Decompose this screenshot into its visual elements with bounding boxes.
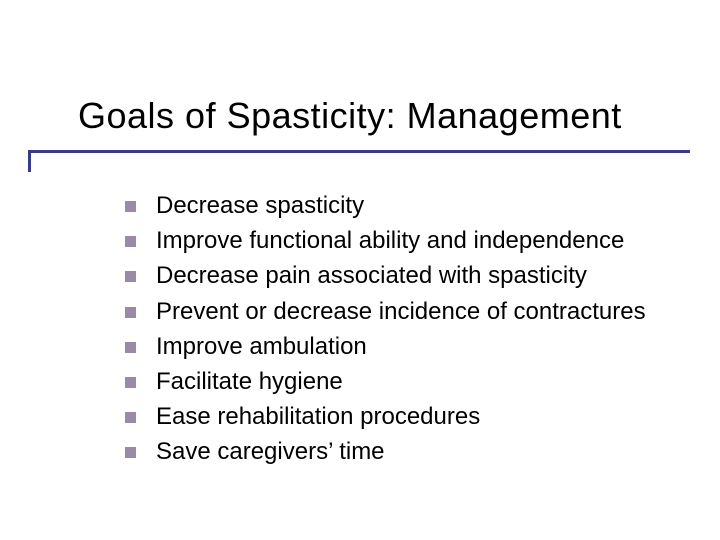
- title-underline-tick: [28, 150, 31, 172]
- list-item: Improve functional ability and independe…: [125, 225, 680, 256]
- title-underline: [28, 150, 690, 153]
- list-item: Save caregivers’ time: [125, 436, 680, 467]
- list-item: Prevent or decrease incidence of contrac…: [125, 296, 680, 327]
- square-bullet-icon: [125, 307, 136, 318]
- square-bullet-icon: [125, 201, 136, 212]
- list-item: Facilitate hygiene: [125, 366, 680, 397]
- slide: Goals of Spasticity: Management Decrease…: [0, 0, 720, 540]
- list-item-text: Ease rehabilitation procedures: [156, 401, 480, 432]
- square-bullet-icon: [125, 342, 136, 353]
- square-bullet-icon: [125, 271, 136, 282]
- slide-title: Goals of Spasticity: Management: [78, 96, 690, 146]
- list-item: Decrease pain associated with spasticity: [125, 260, 680, 291]
- list-item-text: Decrease pain associated with spasticity: [156, 260, 587, 291]
- list-item: Improve ambulation: [125, 331, 680, 362]
- list-item: Decrease spasticity: [125, 190, 680, 221]
- square-bullet-icon: [125, 236, 136, 247]
- list-item-text: Prevent or decrease incidence of contrac…: [156, 296, 646, 327]
- list-item-text: Improve functional ability and independe…: [156, 225, 624, 256]
- list-item-text: Save caregivers’ time: [156, 436, 385, 467]
- square-bullet-icon: [125, 377, 136, 388]
- list-item-text: Improve ambulation: [156, 331, 367, 362]
- list-item-text: Facilitate hygiene: [156, 366, 343, 397]
- square-bullet-icon: [125, 412, 136, 423]
- title-region: Goals of Spasticity: Management: [78, 96, 690, 146]
- list-item-text: Decrease spasticity: [156, 190, 364, 221]
- square-bullet-icon: [125, 447, 136, 458]
- list-item: Ease rehabilitation procedures: [125, 401, 680, 432]
- slide-body: Decrease spasticity Improve functional a…: [125, 190, 680, 472]
